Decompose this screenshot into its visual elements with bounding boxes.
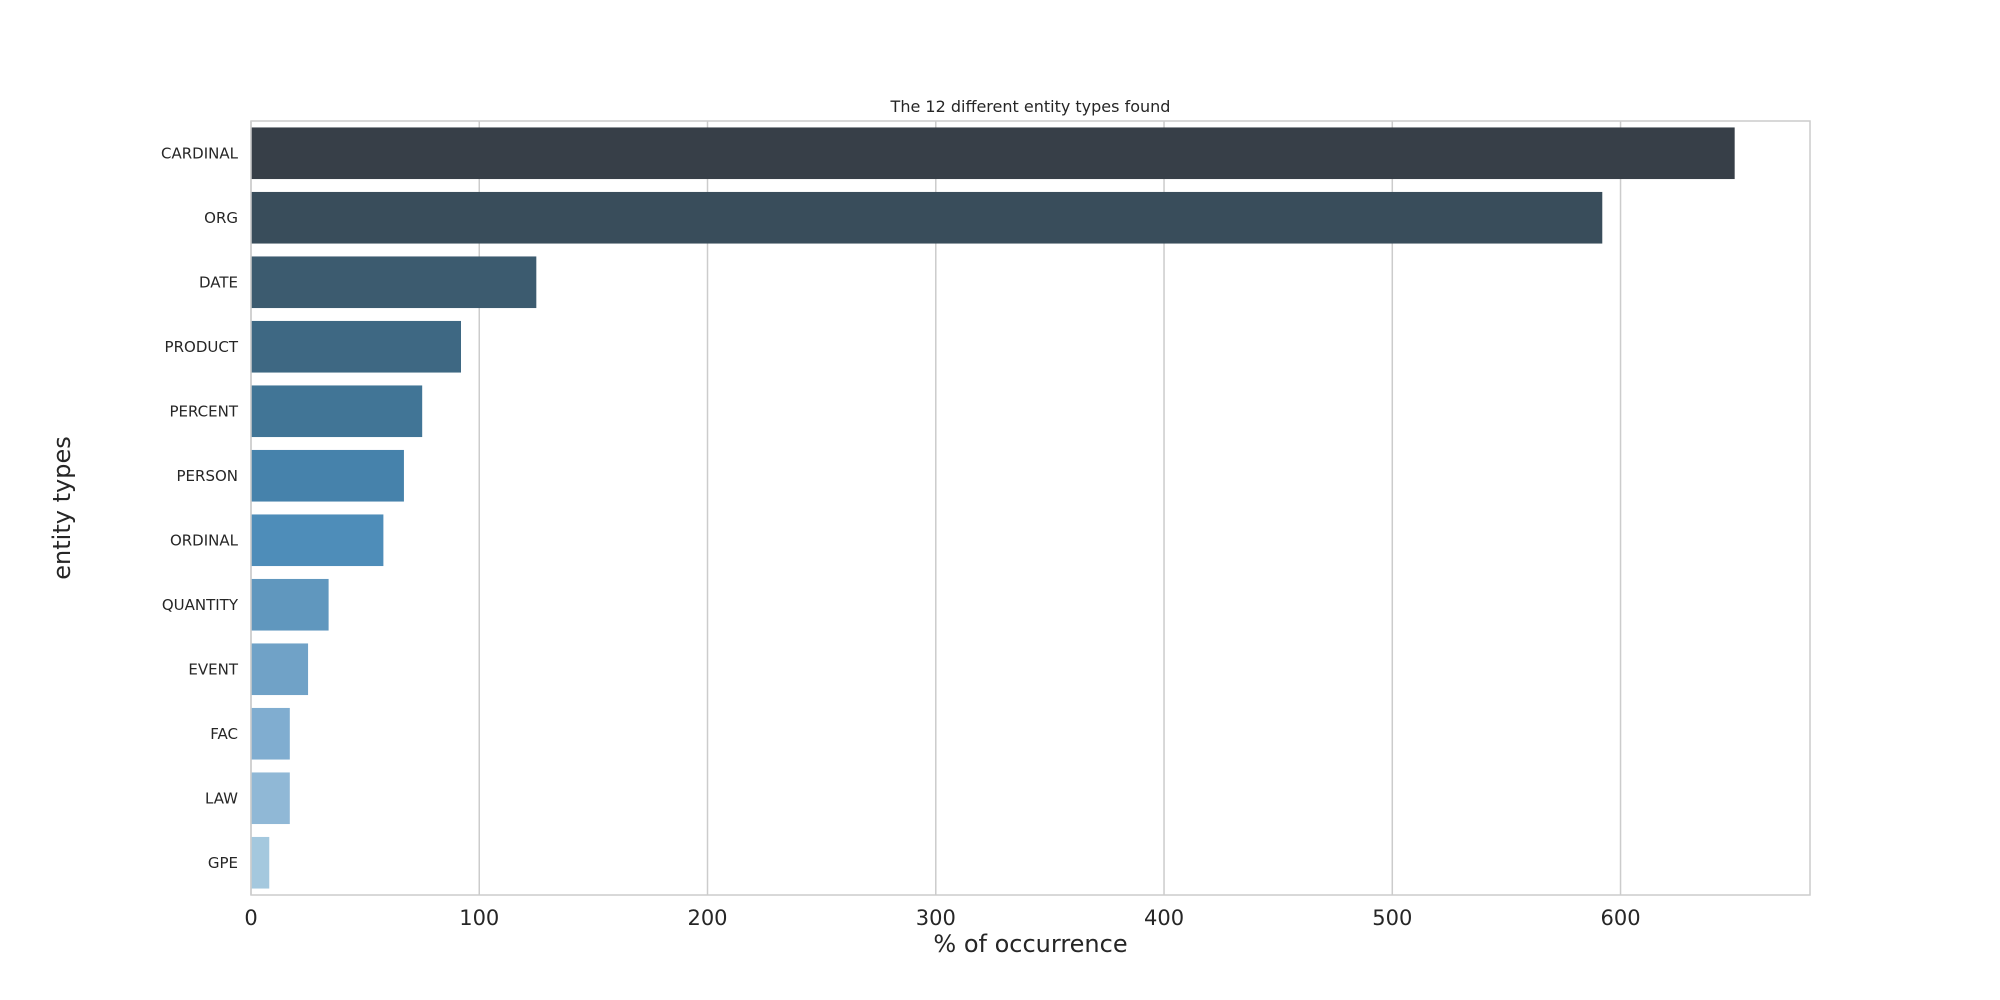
x-tick-label: 100 (459, 906, 499, 930)
y-tick-label: DATE (199, 273, 238, 291)
bar-cardinal (251, 127, 1735, 180)
plot-frame (250, 120, 1811, 896)
bar-ordinal (251, 514, 384, 567)
bar-percent (251, 385, 423, 438)
bar-fac (251, 707, 290, 760)
y-tick-label: PERSON (177, 467, 239, 485)
y-tick-labels: CARDINAL ORG DATE PRODUCT PERCENT PERSON ORDIN… (161, 144, 239, 872)
y-tick-label: FAC (210, 725, 238, 743)
bar-date (251, 256, 537, 309)
y-tick-label: GPE (208, 854, 238, 872)
x-axis-title: % of occurrence (933, 930, 1127, 958)
bar-product (251, 320, 461, 373)
x-tick-label: 0 (244, 906, 257, 930)
y-tick-label: ORG (204, 209, 238, 227)
y-axis-title: entity types (48, 436, 76, 579)
chart-title: The 12 different entity types found (890, 97, 1171, 116)
x-tick-label: 600 (1600, 906, 1640, 930)
bar-gpe (251, 836, 270, 889)
y-tick-label: ORDINAL (170, 531, 239, 549)
x-tick-label: 400 (1144, 906, 1184, 930)
x-tick-label: 300 (916, 906, 956, 930)
x-tick-labels: 0 100 200 300 400 500 600 (244, 906, 1640, 930)
x-tick-label: 500 (1372, 906, 1412, 930)
y-tick-label: LAW (205, 789, 238, 807)
y-tick-label: PERCENT (169, 402, 238, 420)
bar-quantity (251, 578, 329, 631)
y-tick-label: EVENT (188, 660, 238, 678)
grid-lines (250, 121, 1622, 895)
bar-event (251, 643, 309, 696)
bar-org (251, 191, 1603, 244)
bars (251, 127, 1735, 889)
y-tick-label: PRODUCT (165, 338, 239, 356)
bar-person (251, 449, 404, 502)
x-tick-label: 200 (687, 906, 727, 930)
y-tick-label: CARDINAL (161, 144, 239, 162)
bar-law (251, 772, 290, 825)
y-tick-label: QUANTITY (162, 596, 239, 614)
